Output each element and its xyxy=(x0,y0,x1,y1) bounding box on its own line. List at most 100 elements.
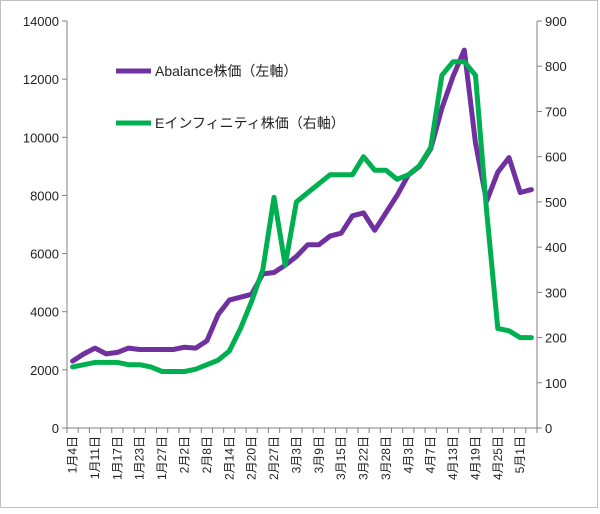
left-tick-label: 0 xyxy=(52,421,59,436)
data-point-series-1 xyxy=(205,339,209,343)
data-point-series-2 xyxy=(261,268,265,272)
data-point-series-1 xyxy=(473,141,477,145)
data-point-series-2 xyxy=(317,182,321,186)
data-point-series-2 xyxy=(205,363,209,367)
data-point-series-2 xyxy=(138,363,142,367)
right-tick-label: 200 xyxy=(545,331,567,346)
right-tick-label: 300 xyxy=(545,285,567,300)
x-tick-label: 1月4日 xyxy=(66,436,80,473)
x-tick-label: 3月22日 xyxy=(357,436,371,480)
data-point-series-2 xyxy=(149,365,153,369)
data-point-series-1 xyxy=(451,74,455,78)
data-point-series-1 xyxy=(462,48,466,52)
data-point-series-1 xyxy=(395,193,399,197)
data-point-series-1 xyxy=(362,211,366,215)
data-point-series-1 xyxy=(507,156,511,160)
x-tick-label: 2月20日 xyxy=(245,436,259,480)
data-point-series-2 xyxy=(440,73,444,77)
data-point-series-1 xyxy=(171,348,175,352)
left-axis-ticks: 0 2000 4000 6000 8000 10000 12000 14000 xyxy=(23,14,67,436)
data-point-series-1 xyxy=(317,243,321,247)
data-point-series-2 xyxy=(496,327,500,331)
data-point-series-2 xyxy=(418,164,421,168)
data-point-series-1 xyxy=(272,270,276,274)
data-point-series-1 xyxy=(160,348,164,352)
data-point-series-2 xyxy=(306,191,310,195)
data-point-series-2 xyxy=(485,209,489,213)
data-point-series-2 xyxy=(216,358,220,362)
right-tick-label: 900 xyxy=(545,14,567,29)
left-tick-label: 12000 xyxy=(23,72,59,87)
data-point-series-2 xyxy=(272,195,276,199)
left-tick-label: 8000 xyxy=(30,188,59,203)
left-tick-label: 10000 xyxy=(23,130,59,145)
x-tick-label: 1月27日 xyxy=(155,436,169,480)
data-point-series-1 xyxy=(496,170,500,174)
series-lines xyxy=(70,47,534,374)
data-point-series-1 xyxy=(138,348,142,352)
x-tick-label: 4月3日 xyxy=(401,436,415,473)
left-tick-label: 14000 xyxy=(23,14,59,29)
data-point-series-2 xyxy=(373,168,377,172)
data-point-series-2 xyxy=(350,173,354,177)
legend: Abalance株価（左軸） Eインフィニティ株価（右軸） xyxy=(116,63,345,131)
legend-label-2: Eインフィニティ株価（右軸） xyxy=(155,115,345,131)
x-axis-ticks: 1月4日 1月11日 1月17日 1月23日 1月27日 2月2日 2月8日 2月14日 2月2… xyxy=(66,428,538,480)
right-axis-ticks: 0 100 200 300 400 500 600 700 800 900 xyxy=(537,14,567,436)
data-point-series-2 xyxy=(171,369,175,373)
data-point-series-1 xyxy=(518,191,522,195)
left-tick-label: 4000 xyxy=(30,305,59,320)
data-point-series-1 xyxy=(306,243,310,247)
data-point-series-2 xyxy=(82,363,86,367)
x-tick-label: 4月7日 xyxy=(424,436,438,473)
x-tick-label: 3月3日 xyxy=(289,436,303,473)
data-point-series-2 xyxy=(250,299,254,303)
x-tick-label: 2月8日 xyxy=(200,436,214,473)
right-tick-label: 500 xyxy=(545,195,567,210)
data-point-series-2 xyxy=(183,369,186,373)
data-point-series-1 xyxy=(328,234,332,238)
right-tick-label: 700 xyxy=(545,104,567,119)
right-tick-label: 100 xyxy=(545,376,567,391)
data-point-series-2 xyxy=(462,60,466,64)
x-tick-label: 1月11日 xyxy=(88,436,102,479)
data-point-series-2 xyxy=(283,263,287,267)
data-point-series-2 xyxy=(227,349,231,353)
data-point-series-2 xyxy=(473,73,477,77)
data-point-series-2 xyxy=(104,360,108,364)
x-tick-label: 2月27日 xyxy=(267,436,281,480)
data-point-series-2 xyxy=(451,60,455,64)
data-point-series-1 xyxy=(82,352,86,356)
data-point-series-2 xyxy=(238,327,242,331)
right-tick-label: 800 xyxy=(545,59,567,74)
data-point-series-1 xyxy=(93,346,97,350)
data-point-series-2 xyxy=(160,369,164,373)
data-point-series-1 xyxy=(529,188,533,192)
left-tick-label: 2000 xyxy=(30,363,59,378)
series-line-2 xyxy=(70,59,534,374)
left-tick-label: 6000 xyxy=(30,247,59,262)
x-tick-label: 2月14日 xyxy=(222,436,236,480)
x-tick-label: 3月28日 xyxy=(379,436,393,480)
data-point-series-1 xyxy=(149,348,153,352)
data-point-series-2 xyxy=(127,363,131,367)
data-point-series-1 xyxy=(384,211,388,215)
data-point-series-2 xyxy=(115,360,119,364)
series-line-1 xyxy=(70,47,534,364)
x-tick-label: 3月9日 xyxy=(312,436,326,473)
data-point-series-2 xyxy=(429,146,433,150)
right-tick-label: 0 xyxy=(545,421,552,436)
data-point-series-2 xyxy=(339,173,343,177)
x-tick-label: 1月23日 xyxy=(133,436,147,480)
data-point-series-1 xyxy=(238,295,242,299)
legend-label-1: Abalance株価（左軸） xyxy=(155,63,297,79)
data-point-series-1 xyxy=(104,352,108,356)
data-point-series-2 xyxy=(328,173,332,177)
data-point-series-2 xyxy=(194,367,198,371)
data-point-series-1 xyxy=(127,346,131,350)
data-point-series-2 xyxy=(529,336,533,340)
data-point-series-1 xyxy=(294,254,298,258)
right-tick-label: 400 xyxy=(545,240,567,255)
data-point-series-1 xyxy=(440,106,444,110)
